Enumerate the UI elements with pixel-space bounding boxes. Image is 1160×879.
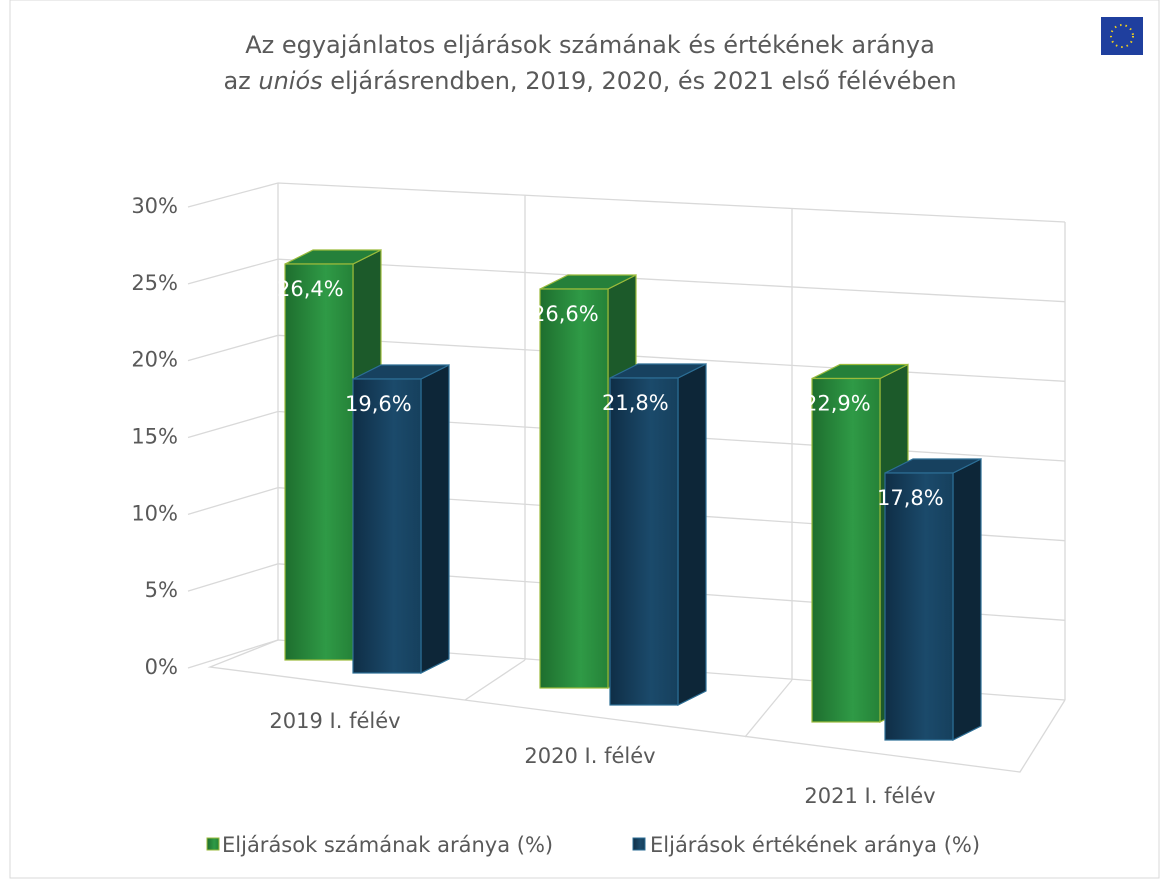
y-tick-label: 20% [131, 348, 178, 372]
y-tick-label: 5% [145, 578, 178, 602]
eu-flag [1101, 17, 1143, 55]
grid-line [187, 639, 1066, 701]
legend-label: Eljárások értékének aránya (%) [650, 833, 980, 857]
y-tick-label: 10% [131, 501, 178, 525]
title-part: eljárásrendben, 2019, 2020, és 2021 első… [323, 67, 957, 95]
data-label: 26,6% [532, 302, 599, 326]
y-tick-label: 0% [145, 655, 178, 679]
bar [609, 377, 679, 706]
data-label: 21,8% [602, 391, 669, 415]
bar-side [420, 364, 450, 674]
bar [539, 288, 609, 689]
bar-side [952, 458, 982, 741]
bar [811, 377, 881, 723]
x-tick-label: 2020 I. félév [524, 744, 655, 768]
x-tick-label: 2019 I. félév [269, 709, 400, 733]
bar-side [677, 363, 707, 706]
legend-swatch [632, 837, 646, 851]
y-tick-label: 25% [131, 271, 178, 295]
data-label: 17,8% [877, 486, 944, 510]
y-tick-label: 30% [131, 194, 178, 218]
data-label: 19,6% [345, 392, 412, 416]
grid-line [187, 487, 1066, 542]
data-label: 26,4% [277, 277, 344, 301]
legend-swatch [206, 837, 220, 851]
bar [284, 263, 354, 661]
grid-line [187, 334, 1066, 382]
x-tick-label: 2021 I. félév [804, 784, 935, 808]
title-part: az [223, 67, 258, 95]
chart-border [9, 0, 1160, 879]
legend-label: Eljárások számának aránya (%) [222, 833, 553, 857]
chart-title: az uniós eljárásrendben, 2019, 2020, és … [223, 67, 956, 95]
grid-line [187, 410, 1066, 462]
grid-line [187, 258, 1066, 303]
bar [884, 472, 954, 741]
bar [352, 378, 422, 674]
grid-line [187, 563, 1066, 621]
y-tick-label: 15% [131, 425, 178, 449]
chart-title: Az egyajánlatos eljárások számának és ér… [245, 31, 935, 59]
grid-line [187, 182, 1066, 223]
data-label: 22,9% [804, 392, 871, 416]
title-part: uniós [258, 67, 322, 95]
